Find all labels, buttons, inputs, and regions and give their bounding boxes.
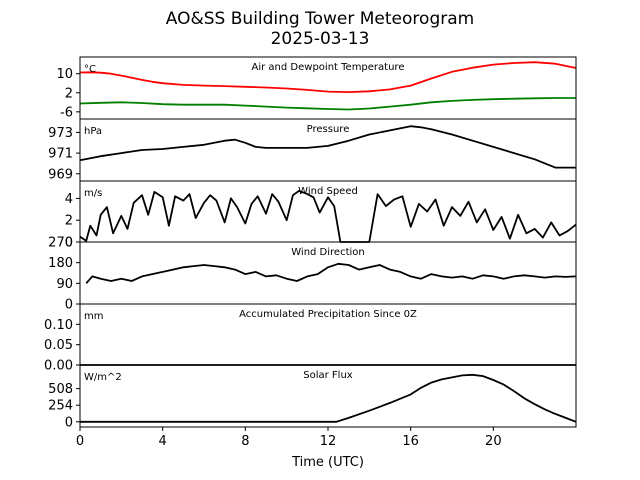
series-line-6-1 <box>80 373 577 423</box>
y-tick-label: -6 <box>60 105 73 120</box>
y-tick-label: 4 <box>65 192 73 207</box>
panel-unit-label: hPa <box>84 126 102 137</box>
y-tick-label: 971 <box>48 147 73 162</box>
series-line-2-1 <box>79 125 576 169</box>
figure-title-line2: 2025-03-13 <box>271 29 370 49</box>
x-tick-label: 20 <box>485 434 502 449</box>
y-tick-label: 969 <box>48 167 73 182</box>
y-tick-label: 10 <box>56 67 73 82</box>
x-tick-label: 8 <box>241 434 249 449</box>
x-axis-label: Time (UTC) <box>291 455 364 470</box>
y-tick-label: 270 <box>48 236 73 251</box>
series-line-1-2 <box>79 97 576 111</box>
y-tick-label: 0 <box>65 236 73 251</box>
y-tick-label: 0.00 <box>44 359 73 374</box>
y-tick-label: 90 <box>56 277 73 292</box>
y-tick-label: 2 <box>65 86 73 101</box>
y-tick-label: 0.05 <box>44 338 73 353</box>
y-tick-label: 0 <box>65 415 73 430</box>
y-tick-label: 254 <box>48 399 73 414</box>
series-line-4-1 <box>85 262 577 284</box>
panel-title: Air and Dewpoint Temperature <box>252 62 405 73</box>
panel-3: 0 2 4 m/s Wind Speed <box>65 180 577 251</box>
panel-title: Wind Direction <box>291 247 365 258</box>
panel-4: 0 90 180 270 Wind Direction <box>48 236 577 313</box>
panel-title: Accumulated Precipitation Since 0Z <box>239 309 417 320</box>
x-axis: 0 4 8 12 16 20 <box>76 427 502 449</box>
series-line-1-1 <box>79 61 577 93</box>
y-tick-label: 180 <box>48 256 73 271</box>
panel-title: Wind Speed <box>298 186 358 197</box>
panel-unit-label: W/m^2 <box>84 372 122 383</box>
chart-panels: -6 2 10 °C Air and Dewpoint Temperature 969 97… <box>44 56 577 430</box>
y-tick-label: 508 <box>48 382 73 397</box>
panel-2: 969 971 973 hPa Pressure <box>48 118 577 182</box>
series-line-3-1 <box>79 189 577 243</box>
x-tick-label: 12 <box>320 434 337 449</box>
y-tick-label: 2 <box>65 214 73 229</box>
figure-title-line1: AO&SS Building Tower Meteorogram <box>166 9 474 29</box>
panel-title: Solar Flux <box>303 370 353 381</box>
panel-unit-label: °C <box>84 64 96 75</box>
x-tick-label: 0 <box>76 434 84 449</box>
panel-unit-label: mm <box>84 311 103 322</box>
panel-5: 0.00 0.05 0.10 mm Accumulated Precipitation … <box>44 303 577 374</box>
x-tick-label: 16 <box>402 434 419 449</box>
y-tick-label: 0 <box>65 298 73 313</box>
y-tick-label: 973 <box>48 126 73 141</box>
x-tick-label: 4 <box>159 434 167 449</box>
y-tick-label: 0.10 <box>44 318 73 333</box>
panel-title: Pressure <box>307 124 350 135</box>
panel-1: -6 2 10 °C Air and Dewpoint Temperature <box>56 56 577 120</box>
panel-unit-label: m/s <box>84 188 102 199</box>
